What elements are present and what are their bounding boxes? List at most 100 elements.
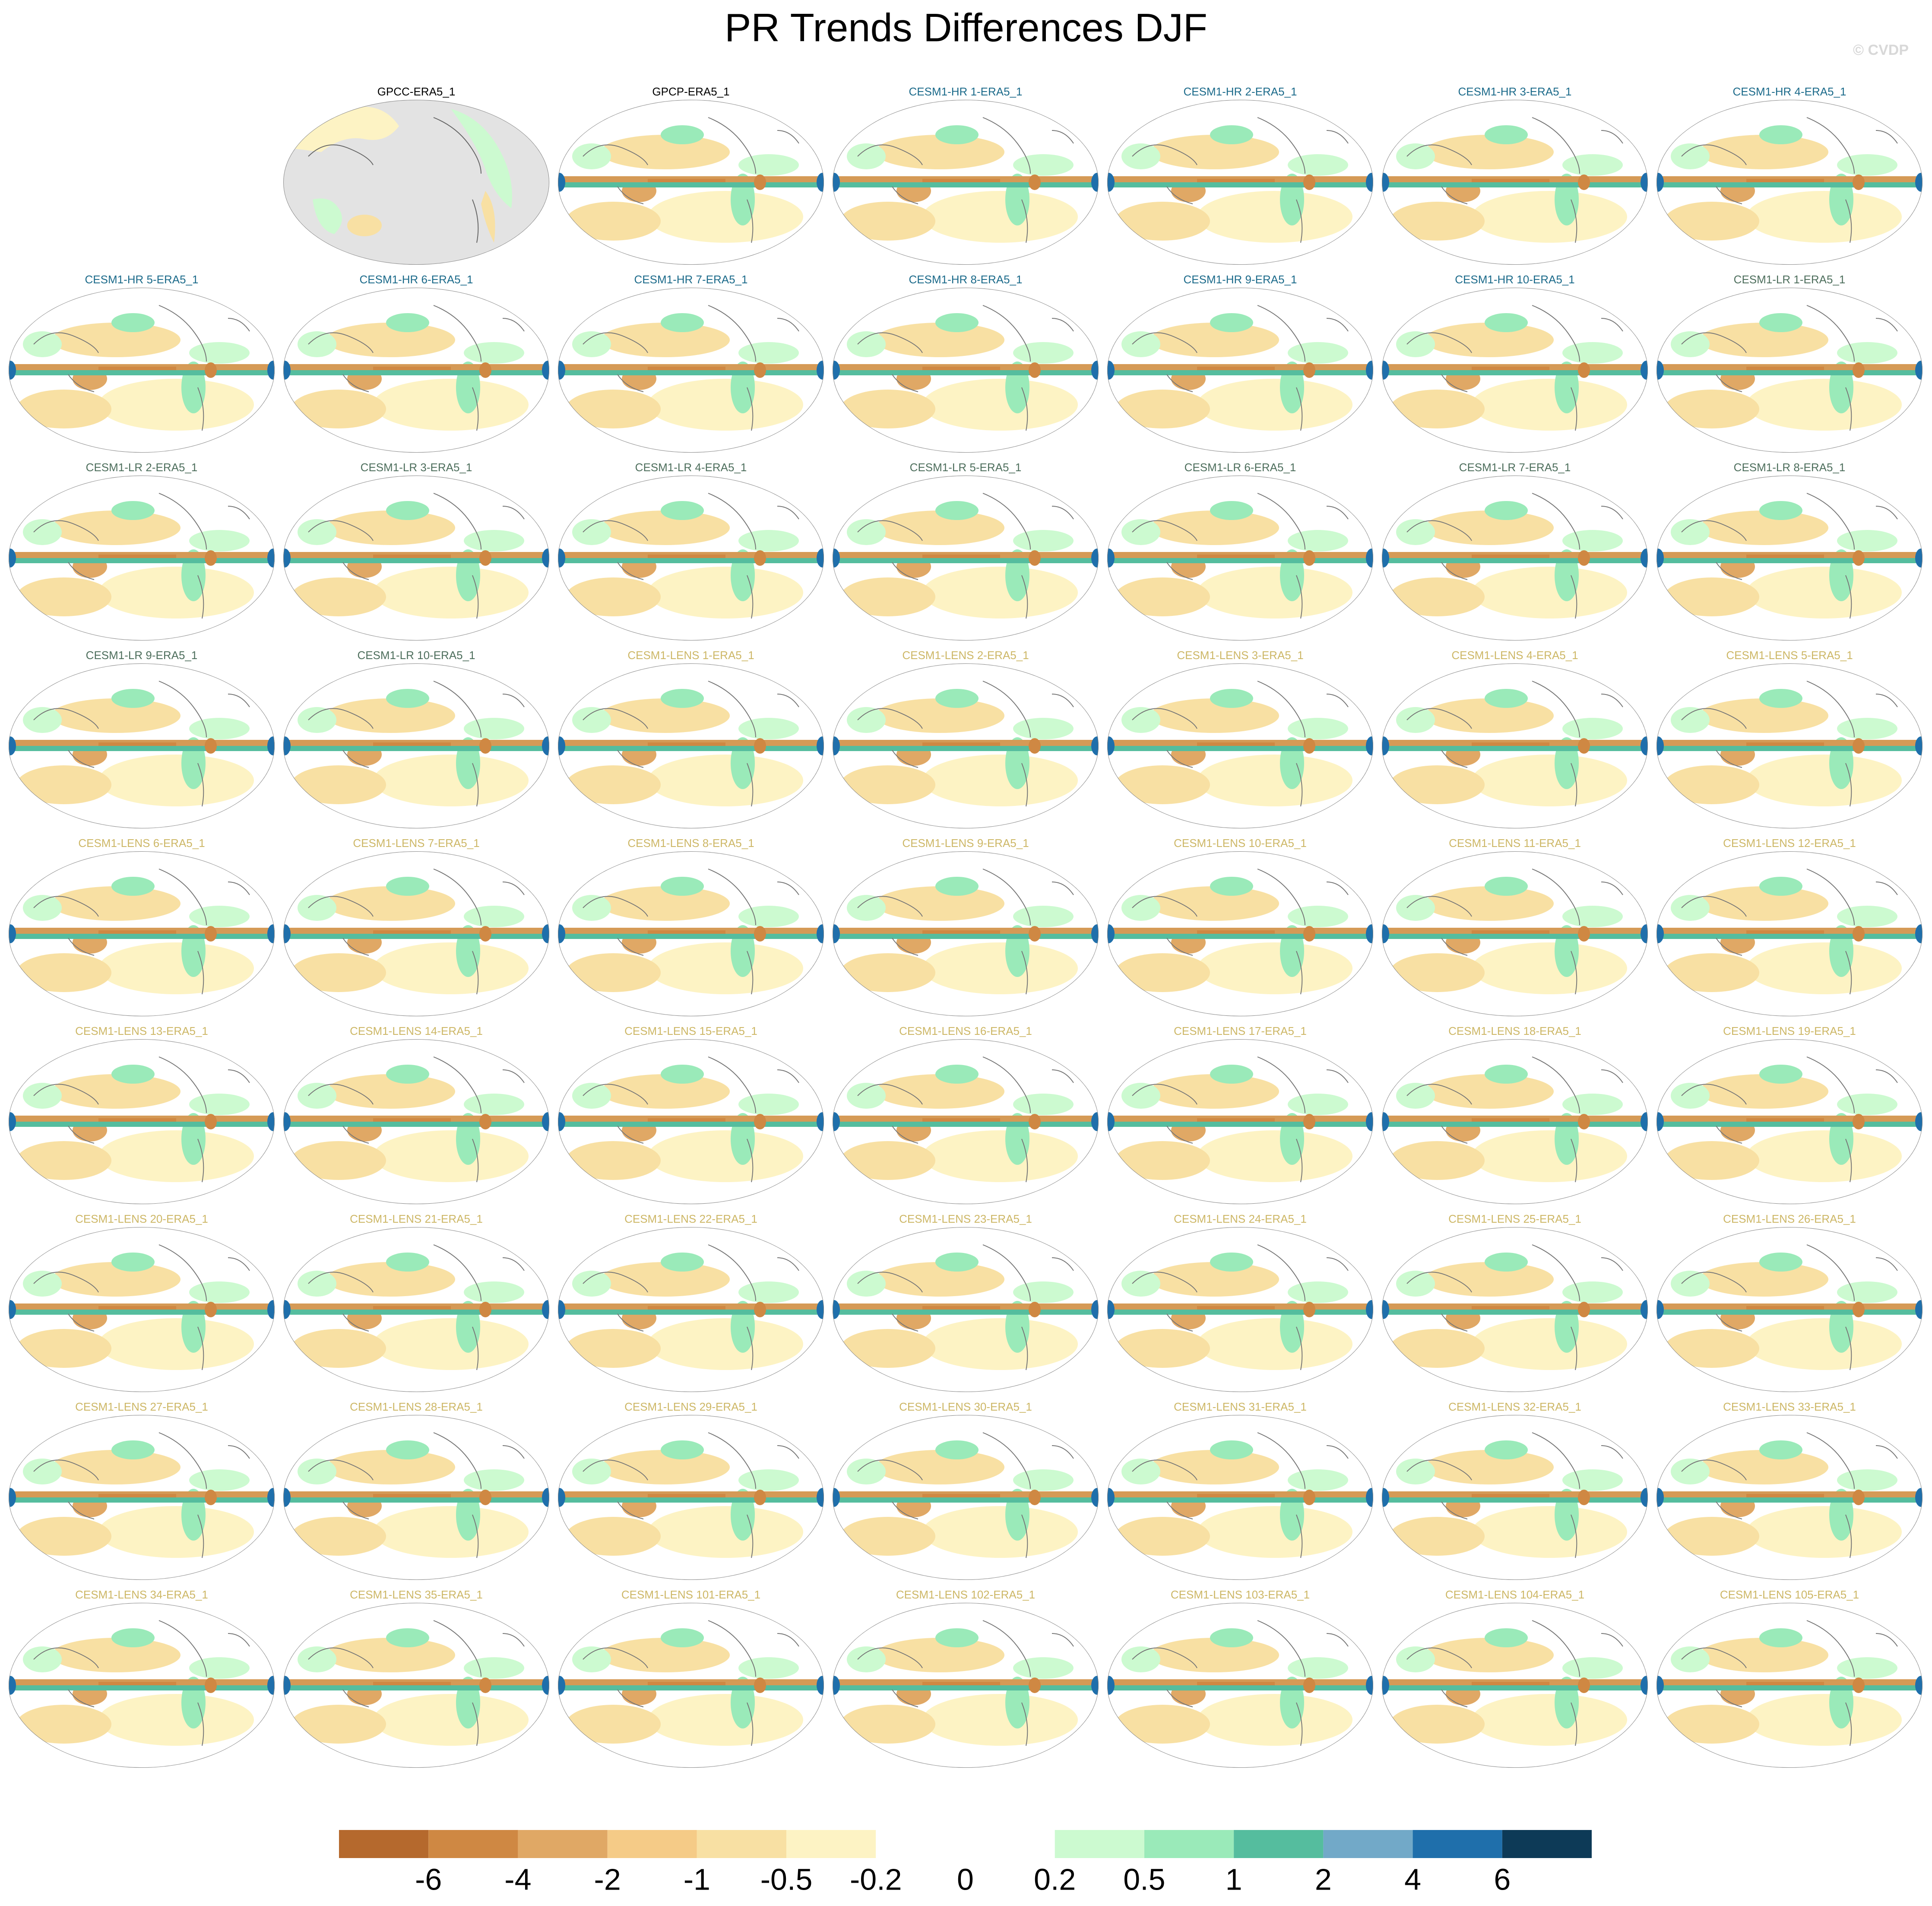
panel-label: CESM1-LENS 101-ERA5_1 [621, 1588, 760, 1601]
map-panel [553, 851, 829, 1016]
colorbar-box [965, 1830, 1055, 1858]
colorbar-tick-label: 1 [1226, 1862, 1242, 1896]
map-panel [553, 100, 829, 265]
panel-label: CESM1-LENS 103-ERA5_1 [1171, 1588, 1310, 1601]
panel-label: CESM1-LENS 1-ERA5_1 [627, 649, 754, 662]
panel-label: CESM1-LENS 3-ERA5_1 [1177, 649, 1303, 662]
colorbar-tick-label: 0 [957, 1862, 974, 1896]
colorbar-tick-label: -1 [684, 1862, 710, 1896]
panel-label: CESM1-LR 6-ERA5_1 [1185, 461, 1296, 474]
colorbar-box [1323, 1830, 1413, 1858]
panel-label: CESM1-LR 4-ERA5_1 [635, 461, 747, 474]
panel-label: CESM1-LENS 22-ERA5_1 [624, 1212, 757, 1225]
map-panel [3, 1039, 280, 1204]
map-panel [1102, 288, 1378, 453]
map-panel [553, 663, 829, 828]
panel-label: CESM1-LENS 18-ERA5_1 [1448, 1024, 1581, 1037]
map-panel [553, 476, 829, 641]
panel-label: CESM1-LR 8-ERA5_1 [1734, 461, 1846, 474]
panel-label: CESM1-LENS 5-ERA5_1 [1726, 649, 1853, 662]
map-panel [1377, 100, 1653, 265]
panel-label: CESM1-HR 10-ERA5_1 [1455, 273, 1574, 286]
panel-label: CESM1-HR 8-ERA5_1 [909, 273, 1023, 286]
map-panel [1651, 1039, 1928, 1204]
map-panel [1102, 1603, 1378, 1768]
panel-label: CESM1-LENS 7-ERA5_1 [353, 837, 479, 850]
panel-label: CESM1-LENS 4-ERA5_1 [1451, 649, 1578, 662]
map-panel [827, 663, 1104, 828]
map-panel [1651, 1415, 1928, 1580]
map-panel [278, 1415, 554, 1580]
panel-label: CESM1-LENS 26-ERA5_1 [1723, 1212, 1856, 1225]
panel-label: CESM1-LR 10-ERA5_1 [357, 649, 475, 662]
map-panel [3, 851, 280, 1016]
map-panel [553, 1415, 829, 1580]
colorbar-box [876, 1830, 966, 1858]
panel-label: CESM1-LENS 33-ERA5_1 [1723, 1400, 1856, 1413]
panel-label: CESM1-LENS 28-ERA5_1 [350, 1400, 483, 1413]
panel-label: CESM1-HR 1-ERA5_1 [909, 85, 1023, 98]
panel-label: CESM1-LR 3-ERA5_1 [361, 461, 472, 474]
map-panel [827, 1603, 1104, 1768]
map-panel [1377, 663, 1653, 828]
panel-label: CESM1-LENS 17-ERA5_1 [1174, 1024, 1307, 1037]
map-panel [1102, 100, 1378, 265]
map-panel [278, 1227, 554, 1392]
panel-label: CESM1-LENS 25-ERA5_1 [1448, 1212, 1581, 1225]
panel-label: CESM1-LENS 6-ERA5_1 [78, 837, 205, 850]
colorbar-box [1413, 1830, 1502, 1858]
map-panel [1651, 1603, 1928, 1768]
panel-label: CESM1-LENS 14-ERA5_1 [350, 1024, 483, 1037]
map-panel [278, 663, 554, 828]
colorbar-tick-label: 0.2 [1034, 1862, 1076, 1896]
colorbar-box [697, 1830, 787, 1858]
map-panel [1377, 1039, 1653, 1204]
panel-label: CESM1-LENS 19-ERA5_1 [1723, 1024, 1856, 1037]
watermark: © CVDP [1853, 42, 1909, 58]
colorbar-tick-label: 2 [1315, 1862, 1332, 1896]
map-panel [553, 288, 829, 453]
map-panel [3, 663, 280, 828]
panel-label: CESM1-HR 4-ERA5_1 [1733, 85, 1846, 98]
panel-label: GPCP-ERA5_1 [652, 85, 729, 98]
panel-label: CESM1-LR 7-ERA5_1 [1459, 461, 1571, 474]
map-panel [1102, 1039, 1378, 1204]
figure-title: PR Trends Differences DJF [725, 6, 1207, 50]
map-panel [3, 1603, 280, 1768]
map-panel [3, 476, 280, 641]
panel-label: CESM1-LENS 10-ERA5_1 [1174, 837, 1307, 850]
panel-label: CESM1-LENS 30-ERA5_1 [899, 1400, 1032, 1413]
map-panel [1102, 1415, 1378, 1580]
panel-label: CESM1-LENS 11-ERA5_1 [1449, 837, 1581, 850]
map-panel [827, 100, 1104, 265]
map-panel [1102, 476, 1378, 641]
panel-label: CESM1-HR 9-ERA5_1 [1184, 273, 1297, 286]
map-panel [3, 1415, 280, 1580]
map-panel [278, 1039, 554, 1204]
colorbar-box [339, 1830, 429, 1858]
panel-label: CESM1-LR 2-ERA5_1 [86, 461, 198, 474]
map-panel [1651, 663, 1928, 828]
colorbar-tick-label: -0.5 [760, 1862, 813, 1896]
colorbar-box [1144, 1830, 1234, 1858]
colorbar-tick-label: -6 [415, 1862, 442, 1896]
panel-label: CESM1-LENS 23-ERA5_1 [899, 1212, 1032, 1225]
panel-label: CESM1-LENS 104-ERA5_1 [1445, 1588, 1584, 1601]
colorbar-tick-label: -4 [504, 1862, 531, 1896]
panel-label: CESM1-LR 5-ERA5_1 [910, 461, 1022, 474]
panel-label: CESM1-LENS 32-ERA5_1 [1448, 1400, 1581, 1413]
colorbar-tick-label: -0.2 [850, 1862, 902, 1896]
map-panel [1377, 851, 1653, 1016]
map-panel [553, 1039, 829, 1204]
map-panel [553, 1227, 829, 1392]
colorbar-box [1234, 1830, 1324, 1858]
panel-label: CESM1-LENS 31-ERA5_1 [1174, 1400, 1307, 1413]
map-panel [278, 476, 554, 641]
map-panel [1651, 851, 1928, 1016]
colorbar-box [518, 1830, 608, 1858]
panel-label: CESM1-HR 5-ERA5_1 [85, 273, 199, 286]
panel-label: CESM1-LENS 29-ERA5_1 [624, 1400, 757, 1413]
panel-label: CESM1-LENS 102-ERA5_1 [896, 1588, 1035, 1601]
